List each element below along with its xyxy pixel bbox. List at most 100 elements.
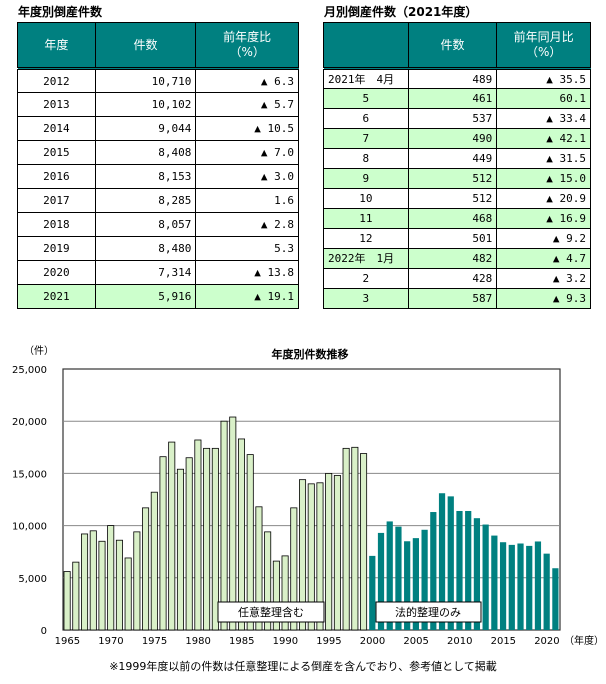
bar-2003 — [395, 526, 402, 630]
row-label: 2020 — [17, 260, 96, 285]
count-cell: 468 — [407, 208, 498, 229]
bar-2004 — [404, 541, 411, 630]
row-label: 10 — [323, 188, 409, 209]
table-row: 2018 8,057 ▲ 2.8 — [17, 212, 299, 237]
bar-2001 — [377, 532, 385, 630]
bar-2013 — [482, 524, 489, 630]
count-cell: 512 — [407, 188, 498, 209]
bar-1967 — [81, 533, 89, 631]
bar-1982 — [211, 447, 219, 631]
table-row: 12 501 ▲ 9.2 — [323, 228, 591, 249]
bar-1969 — [98, 540, 106, 631]
change-cell: ▲ 31.5 — [496, 148, 591, 169]
x-tick-label: 2020 — [534, 636, 559, 647]
table-row: 2016 8,153 ▲ 3.0 — [17, 164, 299, 189]
bar-1984 — [229, 416, 237, 631]
column-header — [323, 22, 409, 70]
legend-legal: 法的整理のみ — [395, 605, 461, 619]
bar-2008 — [438, 493, 446, 630]
bar-1987 — [255, 506, 263, 631]
table-row: 2021 5,916 ▲ 19.1 — [17, 284, 299, 309]
row-label: 2015 — [17, 140, 96, 165]
monthly-table-title: 月別倒産件数（2021年度） — [324, 5, 478, 19]
table-row: 2012 10,710 ▲ 6.3 — [17, 68, 299, 93]
bar-2021 — [552, 568, 559, 630]
monthly-table: 件数 前年同月比 （%） 2021年 4月 489 ▲ 35.5 5 461 60.1 6 537… — [323, 22, 591, 309]
column-header: 前年度比 （%） — [195, 22, 299, 70]
x-tick-label: 1985 — [229, 636, 254, 647]
bar-2020 — [543, 553, 550, 630]
count-cell: 5,916 — [94, 284, 197, 309]
row-label: 2013 — [17, 92, 96, 117]
bar-1980 — [194, 439, 202, 631]
x-tick-label: 1995 — [316, 636, 341, 647]
y-tick-label: 15,000 — [12, 469, 47, 480]
bar-2011 — [465, 510, 472, 630]
count-cell: 9,044 — [94, 116, 197, 141]
bar-2010 — [456, 510, 463, 630]
bar-2014 — [491, 535, 498, 630]
count-cell: 8,408 — [94, 140, 197, 165]
bar-2017 — [517, 543, 524, 630]
change-cell: ▲ 42.1 — [496, 128, 591, 149]
count-cell: 7,314 — [94, 260, 197, 285]
table-row: 2 428 ▲ 3.2 — [323, 268, 591, 289]
row-label: 11 — [323, 208, 409, 229]
count-cell: 428 — [407, 268, 498, 289]
x-tick-label: 2005 — [403, 636, 428, 647]
y-tick-label: 0 — [41, 626, 47, 637]
annual-table: 年度 件数 前年度比 （%） 2012 10,710 ▲ 6.3 2013 10,102 ▲ 5… — [17, 22, 299, 309]
change-cell: ▲ 9.3 — [496, 288, 591, 309]
row-label: 2018 — [17, 212, 96, 237]
bar-1981 — [203, 447, 211, 631]
count-cell: 8,153 — [94, 164, 197, 189]
x-tick-label: 1975 — [142, 636, 167, 647]
change-cell: ▲ 2.8 — [195, 212, 299, 237]
count-cell: 482 — [407, 248, 498, 269]
row-label: 2012 — [17, 68, 96, 93]
table-row: 6 537 ▲ 33.4 — [323, 108, 591, 129]
row-label: 2021 — [17, 284, 96, 309]
bar-2002 — [386, 521, 393, 630]
row-label: 2022年 1月 — [323, 248, 409, 269]
table-row: 2017 8,285 1.6 — [17, 188, 299, 213]
bar-2015 — [499, 542, 507, 630]
row-label: 2019 — [17, 236, 96, 261]
table-row: 2020 7,314 ▲ 13.8 — [17, 260, 299, 285]
table-row: 9 512 ▲ 15.0 — [323, 168, 591, 189]
column-header: 前年同月比 （%） — [496, 22, 591, 70]
y-tick-label: 20,000 — [12, 417, 47, 428]
bar-1996 — [333, 475, 341, 631]
count-cell: 449 — [407, 148, 498, 169]
x-tick-label: 1970 — [98, 636, 123, 647]
count-cell: 489 — [407, 68, 498, 89]
bar-1974 — [142, 507, 150, 631]
count-cell: 537 — [407, 108, 498, 129]
legend-box-voluntary — [217, 601, 325, 623]
y-tick-label: 5,000 — [18, 574, 47, 585]
change-cell: ▲ 7.0 — [195, 140, 299, 165]
row-label: 2021年 4月 — [323, 68, 409, 89]
bar-2018 — [526, 545, 533, 630]
x-tick-label: 1965 — [55, 636, 80, 647]
change-cell: ▲ 19.1 — [195, 284, 299, 309]
x-axis-unit: （年度） — [564, 634, 604, 647]
bar-2000 — [369, 555, 376, 630]
bar-2009 — [447, 496, 454, 630]
row-label: 2016 — [17, 164, 96, 189]
change-cell: 5.3 — [195, 236, 299, 261]
y-tick-label: 25,000 — [12, 365, 47, 376]
bar-2006 — [421, 529, 428, 630]
count-cell: 587 — [407, 288, 498, 309]
bar-1993 — [307, 483, 315, 631]
bar-1976 — [159, 456, 167, 631]
annual-bankruptcy-chart: 0 5,000 10,000 15,000 20,000 25,000 1965 1970 19… — [12, 345, 604, 673]
bar-1995 — [325, 472, 333, 631]
bar-1997 — [342, 447, 350, 631]
bar-2012 — [473, 518, 481, 630]
table-row: 2013 10,102 ▲ 5.7 — [17, 92, 299, 117]
row-label: 2014 — [17, 116, 96, 141]
table-row: 2022年 1月 482 ▲ 4.7 — [323, 248, 591, 269]
bar-1994 — [316, 482, 324, 631]
x-tick-label: 2000 — [360, 636, 385, 647]
